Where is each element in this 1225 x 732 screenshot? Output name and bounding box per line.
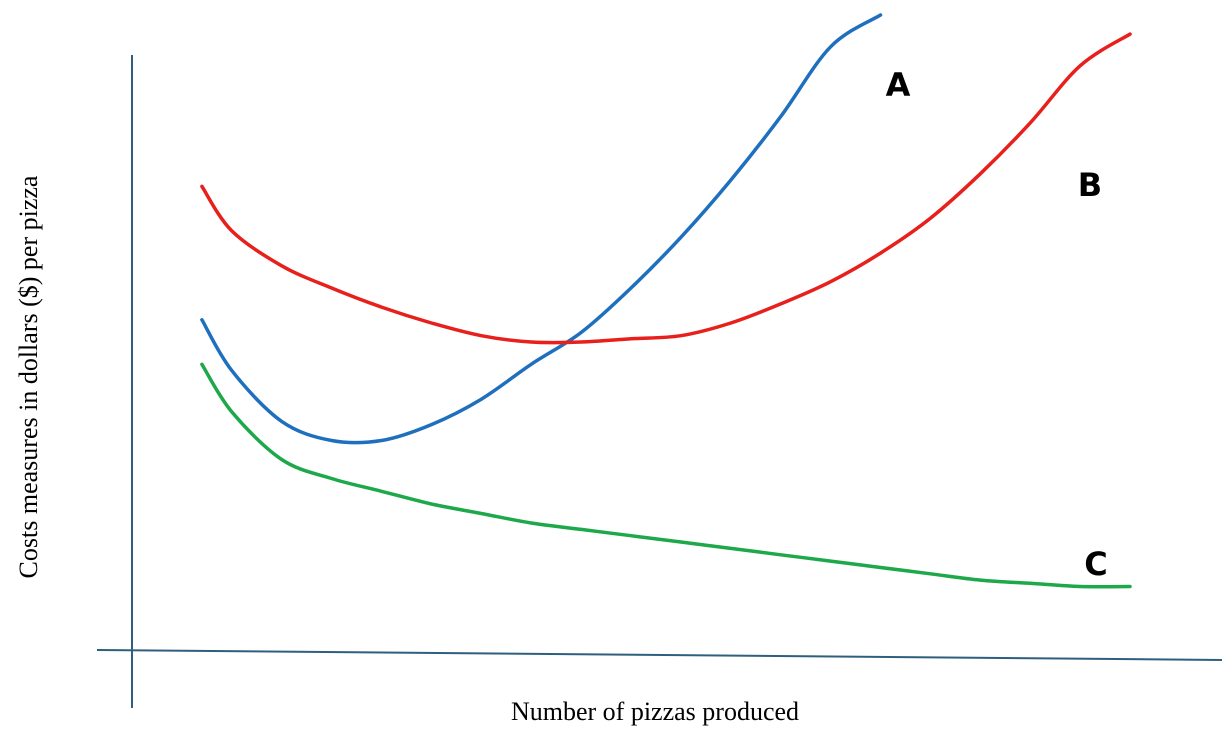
series-label-a: A xyxy=(886,66,911,104)
curve-c xyxy=(200,362,1132,589)
curve-b xyxy=(200,32,1132,345)
x-axis xyxy=(96,649,1223,661)
series-curves xyxy=(200,13,1132,589)
series-label-b: B xyxy=(1078,166,1102,204)
curve-a xyxy=(200,13,883,445)
series-labels: A B C xyxy=(886,66,1108,583)
x-axis-label: Number of pizzas produced xyxy=(511,697,799,726)
series-label-c: C xyxy=(1084,545,1107,583)
y-axis-label: Costs measures in dollars ($) per pizza xyxy=(14,175,43,578)
